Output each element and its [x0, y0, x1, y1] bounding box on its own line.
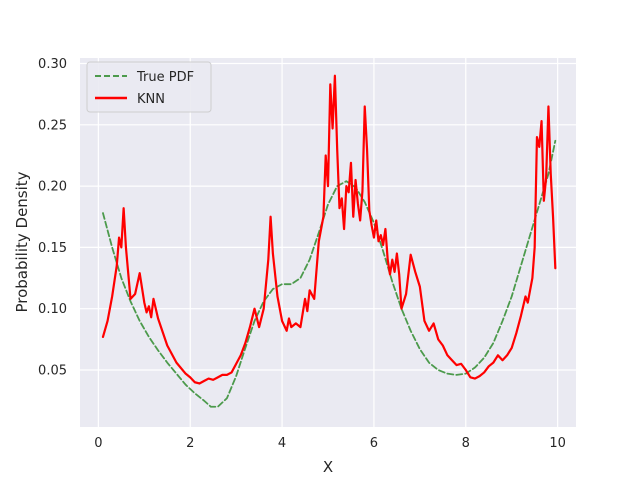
series-line-true-pdf	[102, 139, 557, 408]
y-tick-label: 0.20	[38, 180, 67, 195]
x-axis-ticks: 0 2 4 6 8 10	[94, 436, 566, 451]
legend-box	[86, 61, 212, 113]
y-tick-label: 0.05	[38, 363, 67, 378]
legend: True PDF KNN	[86, 61, 212, 113]
y-axis-title: Probability Density	[13, 171, 31, 312]
legend-label-knn: KNN	[137, 92, 165, 107]
x-tick-label: 6	[370, 436, 378, 451]
series-layer	[101, 74, 557, 408]
x-axis-title: X	[323, 458, 333, 476]
y-axis-ticks: 0.05 0.10 0.15 0.20 0.25 0.30	[38, 57, 67, 378]
y-tick-label: 0.10	[38, 302, 67, 317]
series-line-knn	[101, 74, 557, 385]
x-tick-label: 4	[278, 436, 286, 451]
plot-area	[80, 58, 576, 427]
x-tick-label: 8	[462, 436, 470, 451]
x-tick-label: 10	[549, 436, 566, 451]
y-tick-label: 0.30	[38, 57, 67, 72]
legend-label-true-pdf: True PDF	[136, 70, 194, 85]
y-tick-label: 0.15	[38, 241, 67, 256]
x-tick-label: 2	[186, 436, 194, 451]
y-tick-label: 0.25	[38, 118, 67, 133]
x-tick-label: 0	[94, 436, 102, 451]
